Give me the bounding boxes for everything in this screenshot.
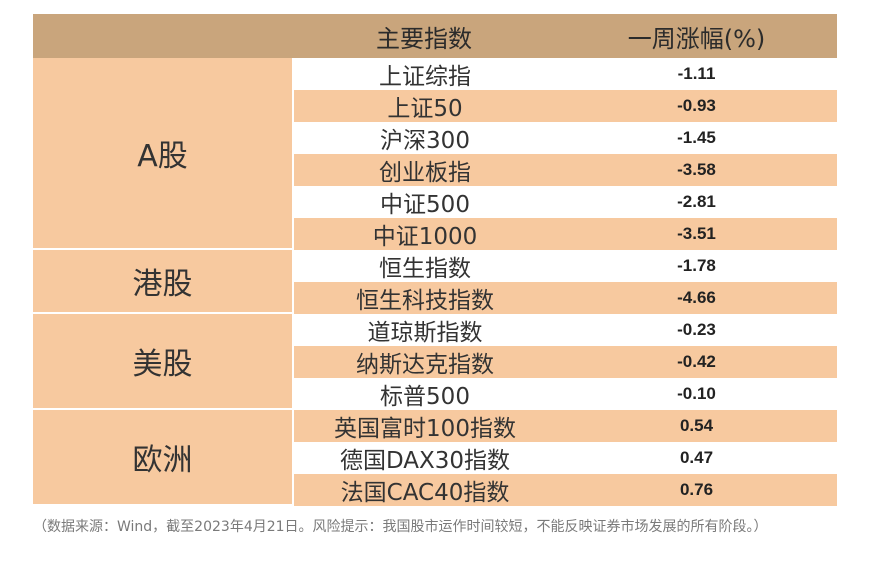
index-name-cell: 中证500 [292, 186, 556, 218]
header-index-name: 主要指数 [292, 14, 556, 58]
market-group-label: A股 [33, 58, 292, 250]
index-name-cell: 标普500 [292, 378, 556, 410]
index-name-cell: 沪深300 [292, 122, 556, 154]
market-group-label: 欧洲 [33, 410, 292, 506]
header-weekly-change: 一周涨幅(%) [556, 14, 837, 58]
market-group-label: 美股 [33, 314, 292, 410]
weekly-change-cell: -0.42 [556, 346, 837, 378]
index-name-cell: 恒生指数 [292, 250, 556, 282]
index-name-cell: 上证综指 [292, 58, 556, 90]
market-group-label: 港股 [33, 250, 292, 314]
index-name-cell: 德国DAX30指数 [292, 442, 556, 474]
index-name-cell: 创业板指 [292, 154, 556, 186]
source-note: （数据来源：Wind，截至2023年4月21日。风险提示：我国股市运作时间较短，… [33, 519, 768, 535]
weekly-change-cell: -1.45 [556, 122, 837, 154]
index-weekly-change-table: 主要指数 一周涨幅(%) A股 上证综指 -1.11 上证50 -0.93 沪深300 -1… [33, 14, 837, 506]
weekly-change-cell: 0.54 [556, 410, 837, 442]
index-name-cell: 纳斯达克指数 [292, 346, 556, 378]
weekly-change-cell: -3.58 [556, 154, 837, 186]
weekly-change-cell: -1.78 [556, 250, 837, 282]
weekly-change-cell: -2.81 [556, 186, 837, 218]
weekly-change-cell: 0.47 [556, 442, 837, 474]
header-category-cell [33, 14, 292, 58]
index-name-cell: 道琼斯指数 [292, 314, 556, 346]
index-name-cell: 法国CAC40指数 [292, 474, 556, 506]
weekly-change-cell: -3.51 [556, 218, 837, 250]
weekly-change-cell: -0.10 [556, 378, 837, 410]
index-name-cell: 英国富时100指数 [292, 410, 556, 442]
weekly-change-cell: -0.23 [556, 314, 837, 346]
weekly-change-cell: -1.11 [556, 58, 837, 90]
weekly-change-cell: 0.76 [556, 474, 837, 506]
index-name-cell: 中证1000 [292, 218, 556, 250]
weekly-change-cell: -0.93 [556, 90, 837, 122]
weekly-change-cell: -4.66 [556, 282, 837, 314]
index-name-cell: 恒生科技指数 [292, 282, 556, 314]
index-name-cell: 上证50 [292, 90, 556, 122]
